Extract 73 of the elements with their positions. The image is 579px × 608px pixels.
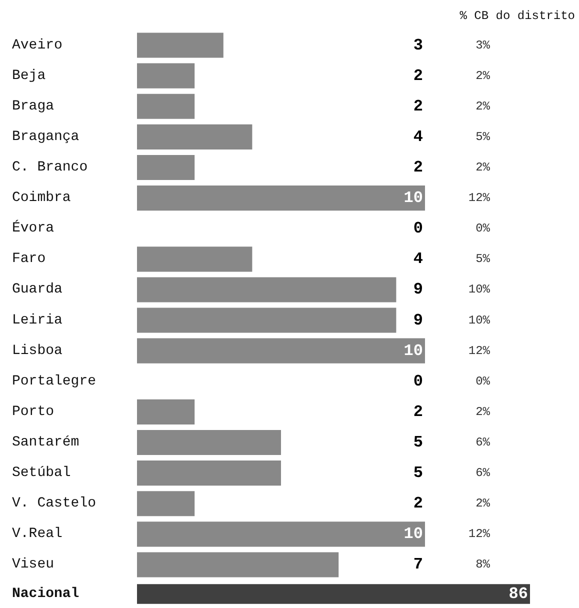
data-label: 4 — [413, 250, 424, 268]
data-label: 7 — [413, 556, 423, 574]
bar — [137, 154, 195, 180]
bar — [137, 277, 396, 302]
bar — [137, 94, 195, 119]
y-tick-label: Lisboa — [12, 342, 62, 359]
text: 2% — [476, 160, 491, 174]
data-label: 0 — [413, 372, 423, 390]
data-label: 5 — [413, 464, 423, 482]
data-label: 10 — [404, 189, 423, 208]
y-tick-label: Aveiro — [12, 37, 62, 54]
text: 0% — [476, 222, 491, 236]
data-label: 2 — [413, 66, 423, 85]
bar — [137, 63, 195, 88]
text: 2% — [476, 496, 491, 511]
bar — [137, 246, 252, 272]
bar — [137, 491, 195, 516]
bar — [137, 430, 281, 456]
y-tick-label: Porto — [12, 404, 54, 420]
text: 3% — [476, 38, 491, 52]
y-tick-label: V.Real — [12, 526, 62, 542]
text: 12% — [468, 527, 491, 542]
text: 5% — [476, 130, 491, 144]
text: 6% — [476, 466, 491, 480]
text: 0% — [476, 374, 491, 388]
bar — [137, 522, 425, 547]
y-tick-label: Viseu — [12, 556, 54, 573]
data-label: 10 — [404, 525, 423, 544]
text: % CB do distrito — [460, 9, 575, 23]
y-tick-label: Portalegre — [12, 373, 96, 390]
bar — [137, 399, 195, 424]
text: 2% — [476, 68, 491, 83]
y-tick-label: Nacional — [12, 586, 80, 602]
text: 10% — [468, 313, 491, 328]
bar — [137, 308, 396, 333]
data-label: 86 — [508, 585, 528, 603]
text: 2% — [476, 99, 491, 114]
text: 2% — [476, 404, 491, 419]
bar — [137, 124, 252, 150]
data-label: 4 — [413, 128, 424, 146]
y-tick-label: Leiria — [12, 312, 62, 328]
bar — [137, 32, 224, 58]
text: 5% — [476, 252, 491, 266]
data-label: 2 — [413, 494, 423, 513]
y-tick-label: Coimbra — [12, 190, 71, 206]
y-tick-label: Guarda — [12, 282, 62, 298]
data-label: 5 — [413, 434, 423, 452]
y-tick-label: Bragança — [12, 128, 80, 145]
y-tick-label: Évora — [12, 220, 54, 237]
y-tick-label: V. Castelo — [12, 496, 96, 512]
data-label: 9 — [413, 311, 423, 330]
y-tick-label: Braga — [12, 98, 54, 114]
y-tick-label: C. Branco — [12, 160, 88, 176]
data-label: 3 — [413, 36, 423, 54]
data-label: 2 — [413, 402, 423, 421]
bar — [137, 338, 425, 364]
text: 10% — [468, 282, 491, 297]
y-tick-label: Setúbal — [12, 465, 71, 482]
text: 6% — [476, 436, 491, 450]
bar — [137, 552, 339, 578]
data-label: 2 — [413, 158, 423, 176]
y-tick-label: Faro — [12, 251, 46, 268]
annotation: 8% — [476, 558, 491, 572]
bar — [137, 460, 281, 486]
y-tick-label: Beja — [12, 68, 46, 84]
data-label: 2 — [413, 97, 423, 116]
bar — [137, 186, 425, 211]
text: 12% — [468, 344, 491, 358]
data-label: 9 — [413, 280, 423, 299]
y-tick-label: Santarém — [12, 434, 80, 450]
data-label: 10 — [404, 342, 423, 360]
text: 12% — [468, 191, 491, 206]
data-label: 0 — [413, 220, 423, 238]
